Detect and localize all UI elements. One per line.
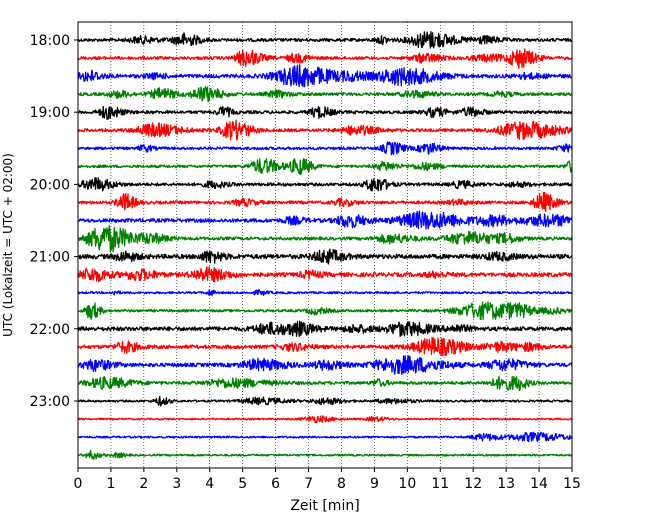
- trace-1815: [77, 48, 573, 69]
- trace-2300: [77, 395, 573, 407]
- y-tick-label: 21:00: [30, 250, 70, 266]
- trace-2230: [77, 355, 573, 375]
- x-axis-label: Zeit [min]: [290, 498, 359, 514]
- trace-2145: [77, 301, 573, 321]
- x-tick-label: 1: [106, 476, 115, 492]
- x-tick-label: 8: [337, 476, 346, 492]
- y-tick-label: 18:00: [30, 33, 70, 49]
- x-tick-label: 4: [205, 476, 214, 492]
- trace-1800: [77, 31, 573, 49]
- trace-2015: [77, 191, 573, 213]
- x-tick-label: 9: [370, 476, 379, 492]
- trace-1830: [77, 64, 573, 88]
- trace-2030: [77, 210, 573, 230]
- trace-2345: [77, 449, 573, 460]
- x-tick-label: 11: [431, 476, 449, 492]
- trace-2245: [77, 375, 573, 391]
- y-tick-label: 20:00: [30, 177, 70, 193]
- x-tick-label: 12: [464, 476, 482, 492]
- x-tick-label: 7: [304, 476, 313, 492]
- trace-2215: [77, 336, 573, 357]
- trace-2200: [77, 320, 573, 337]
- trace-2100: [77, 248, 573, 265]
- x-tick-label: 10: [398, 476, 416, 492]
- x-tick-label: 6: [271, 476, 280, 492]
- trace-1945: [77, 158, 573, 176]
- trace-2130: [77, 289, 573, 296]
- trace-2115: [77, 266, 573, 283]
- x-tick-label: 14: [530, 476, 548, 492]
- x-grid: [110, 22, 540, 468]
- trace-1900: [77, 105, 573, 120]
- x-tick-label: 5: [238, 476, 247, 492]
- x-tick-label: 15: [563, 476, 581, 492]
- plot-frame: [77, 21, 573, 469]
- trace-2045: [77, 225, 573, 253]
- trace-2330: [77, 431, 573, 443]
- y-axis-label: UTC (Lokalzeit = UTC + 02:00): [1, 153, 15, 337]
- y-tick-label: 22:00: [30, 322, 70, 338]
- x-tick-label: 13: [497, 476, 515, 492]
- trace-1845: [77, 85, 573, 103]
- x-axis: 0 1 2 3 4 5 6 7 8 9 10 11 12 13 14 15: [74, 468, 581, 492]
- y-axis: 18:00 19:00 20:00 21:00 22:00 23:00: [30, 33, 78, 410]
- y-tick-label: 19:00: [30, 105, 70, 121]
- seismic-traces: [77, 31, 573, 460]
- trace-2315: [77, 415, 573, 424]
- y-tick-label: 23:00: [30, 394, 70, 410]
- x-tick-label: 2: [139, 476, 148, 492]
- x-tick-label: 3: [172, 476, 181, 492]
- trace-2000: [77, 177, 573, 192]
- trace-1915: [77, 119, 573, 141]
- x-tick-label: 0: [74, 476, 83, 492]
- trace-1930: [77, 141, 573, 156]
